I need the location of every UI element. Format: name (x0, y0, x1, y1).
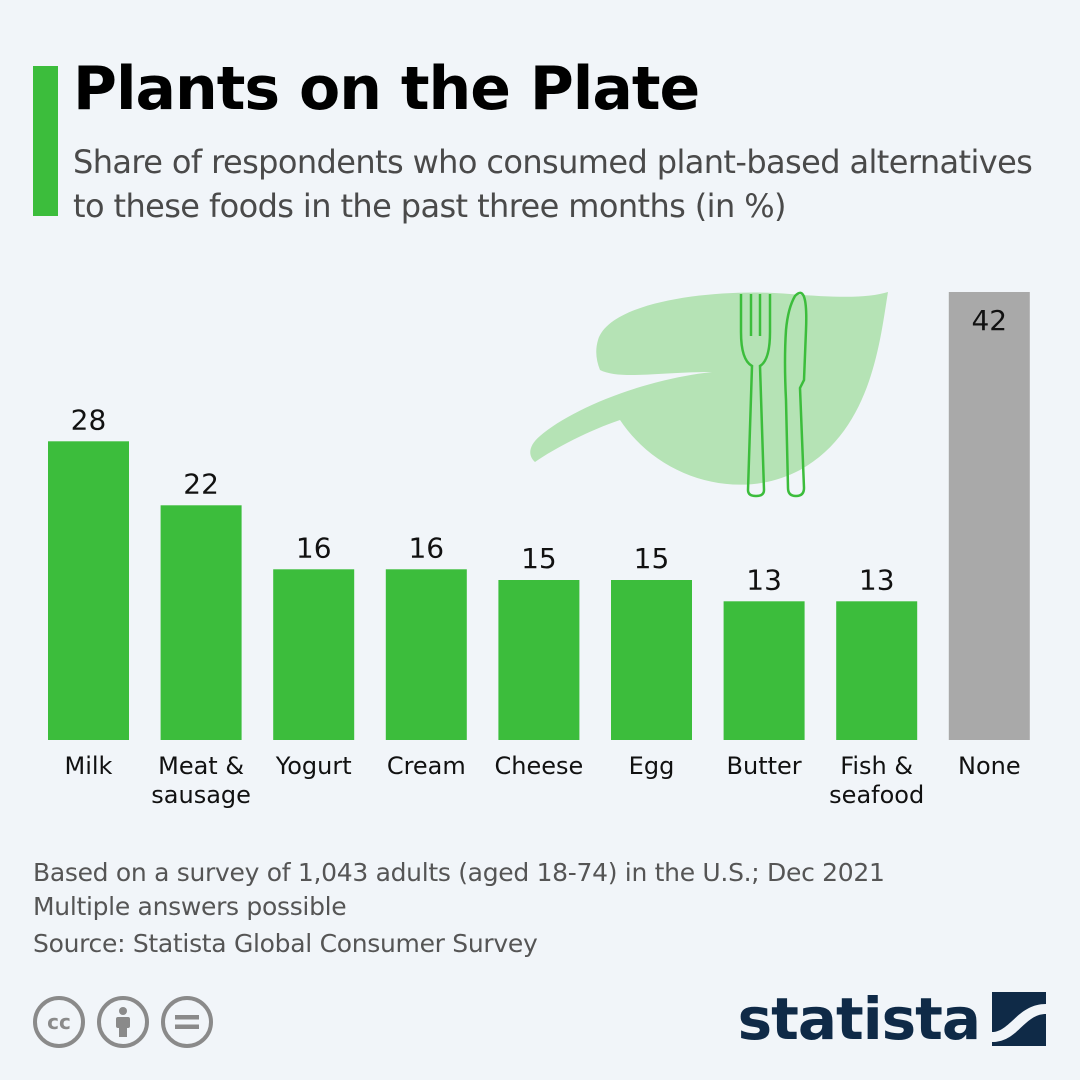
category-label-8: None (958, 752, 1021, 780)
survey-note: Based on a survey of 1,043 adults (aged … (33, 858, 885, 887)
cc-icon[interactable]: cc (33, 996, 85, 1048)
fork-icon (739, 294, 772, 498)
logo-mark-icon (992, 992, 1046, 1046)
bar-6 (723, 601, 805, 740)
category-label-7: Fish & seafood (829, 752, 924, 809)
category-label-5: Egg (629, 752, 675, 780)
value-label-3: 16 (408, 531, 444, 564)
chart-title: Plants on the Plate (73, 54, 700, 124)
logo-wordmark: statista (737, 985, 981, 1053)
bars-layer: 28 Milk 22 Meat & sausage 16 Yogurt 16 Cream 15 Ch… (48, 292, 1030, 809)
bar-4 (498, 580, 580, 740)
bar-0 (48, 441, 129, 740)
value-label-7: 13 (859, 563, 895, 596)
value-label-8: 42 (971, 304, 1007, 337)
value-label-6: 13 (746, 563, 782, 596)
value-label-5: 15 (634, 542, 670, 575)
source-note: Source: Statista Global Consumer Survey (33, 929, 538, 958)
bar-1 (160, 505, 242, 740)
bar-2 (273, 569, 355, 740)
title-accent-bar (33, 66, 58, 216)
leaf-cutlery-illustration (530, 291, 888, 498)
category-label-3: Cream (387, 752, 466, 780)
attribution-icon[interactable] (97, 996, 149, 1048)
statista-logo[interactable]: statista (738, 985, 1046, 1053)
bar-7 (836, 601, 918, 740)
value-label-0: 28 (71, 403, 107, 436)
knife-icon (783, 291, 808, 498)
bar-8 (948, 292, 1030, 740)
license-icons: cc (33, 996, 213, 1048)
value-label-1: 22 (183, 467, 219, 500)
multiple-answers-note: Multiple answers possible (33, 892, 347, 921)
category-label-6: Butter (727, 752, 802, 780)
chart-subtitle: Share of respondents who consumed plant-… (73, 143, 1033, 225)
value-label-2: 16 (296, 531, 332, 564)
leaf-icon (530, 292, 888, 485)
no-derivatives-icon[interactable] (161, 996, 213, 1048)
category-label-4: Cheese (495, 752, 584, 780)
bar-3 (385, 569, 467, 740)
value-label-4: 15 (521, 542, 557, 575)
category-label-2: Yogurt (275, 752, 352, 780)
category-label-1: Meat & sausage (151, 752, 251, 809)
category-label-0: Milk (65, 752, 113, 780)
bar-5 (611, 580, 692, 740)
bar-chart: 28 Milk 22 Meat & sausage 16 Yogurt 16 Cream 15 Ch… (48, 291, 1030, 809)
